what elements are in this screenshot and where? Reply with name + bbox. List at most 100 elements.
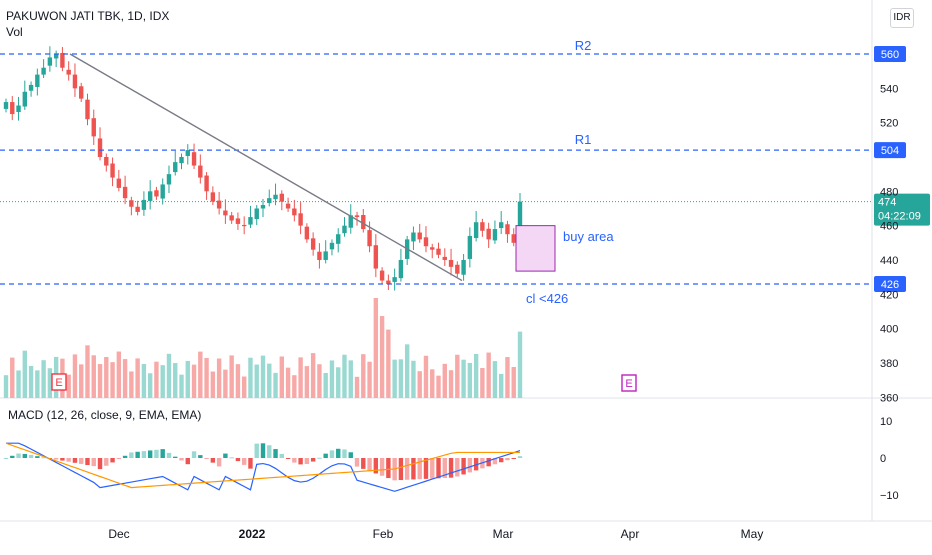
time-axis-label: May (741, 527, 764, 541)
volume-bar (511, 367, 516, 398)
candle-body (448, 259, 454, 267)
level-badge-text: 560 (881, 49, 899, 61)
macd-histogram-bar (129, 452, 134, 458)
macd-histogram-bar (260, 443, 266, 458)
candle-body (517, 201, 523, 241)
volume-bar (223, 369, 228, 398)
candle-body (492, 229, 498, 241)
macd-histogram-bar (461, 458, 466, 475)
candle-body (47, 57, 53, 66)
candle-body (379, 270, 385, 281)
macd-tick-label: −10 (880, 490, 899, 502)
price-tick-label: 540 (880, 83, 898, 95)
annotation-r2: R2 (575, 38, 592, 53)
macd-histogram-bar (210, 458, 216, 463)
candle-body (141, 199, 147, 210)
time-axis-label: Feb (373, 527, 394, 541)
candle-body (160, 184, 165, 199)
candle-body (392, 277, 397, 282)
macd-histogram-bar (122, 455, 128, 458)
candle-body (154, 190, 159, 197)
volume-bar (430, 369, 435, 398)
macd-histogram-bar (398, 458, 404, 481)
volume-bar (398, 359, 404, 398)
volume-bar (404, 344, 410, 398)
macd-histogram-bar (91, 458, 96, 467)
volume-bar (210, 371, 216, 398)
candle-body (279, 193, 285, 202)
macd-histogram-bar (336, 448, 341, 458)
candle-body (66, 69, 71, 75)
trendline (69, 53, 463, 282)
volume-bar (47, 368, 53, 398)
price-tick-label: 380 (880, 358, 898, 370)
volume-bar (72, 354, 78, 398)
candle-body (473, 222, 479, 238)
currency-button[interactable]: IDR (890, 8, 914, 28)
candle-body (298, 213, 303, 226)
macd-histogram-bar (60, 458, 65, 461)
price-tick-label: 440 (880, 255, 898, 267)
volume-bar (135, 358, 140, 398)
candle-body (10, 102, 15, 115)
macd-histogram-bar (160, 449, 165, 458)
candle-body (185, 150, 190, 156)
candle-body (147, 191, 153, 201)
macd-histogram-bar (235, 458, 241, 462)
macd-histogram-bar (41, 457, 46, 459)
volume-bar (292, 375, 297, 398)
level-badge-bg (874, 142, 906, 159)
price-tick-label: 420 (880, 289, 898, 301)
volume-bar (122, 359, 128, 398)
volume-bar (235, 364, 241, 398)
volume-bar (505, 357, 510, 398)
volume-bar (436, 375, 441, 398)
volume-bar (28, 365, 34, 398)
time-axis-label: Apr (621, 527, 640, 541)
macd-histogram-bar (492, 458, 498, 465)
candle-body (430, 247, 435, 250)
macd-histogram-bar (173, 456, 178, 458)
candle-body (60, 52, 65, 68)
annotation-cut-loss: cl <426 (526, 291, 568, 306)
price-tick-label: 520 (880, 118, 898, 130)
level-badge-bg (874, 276, 906, 292)
annotation-buy-area: buy area (563, 229, 614, 244)
volume-bar (304, 366, 310, 398)
level-badge-text: 426 (881, 279, 899, 291)
candle-body (267, 198, 272, 203)
time-axis-label: Dec (108, 527, 129, 541)
volume-bar (173, 363, 178, 398)
volume-bar (229, 355, 234, 398)
macd-histogram-bar (517, 456, 523, 458)
volume-bar (329, 360, 335, 398)
price-tick-label: 460 (880, 221, 898, 233)
volume-bar (279, 356, 285, 398)
candle-body (179, 156, 184, 164)
candle-body (191, 152, 197, 166)
macd-histogram-bar (298, 458, 303, 465)
volume-bar (373, 298, 379, 398)
macd-histogram-bar (285, 458, 291, 459)
volume-bar (241, 376, 247, 398)
volume-bar (154, 361, 159, 398)
chart-header: PAKUWON JATI TBK, 1D, IDX Vol (6, 8, 169, 40)
macd-histogram-bar (10, 455, 15, 458)
volume-bar (417, 371, 422, 398)
candle-body (122, 186, 128, 199)
macd-histogram-bar (216, 458, 222, 467)
macd-histogram-bar (248, 458, 253, 469)
candle-body (254, 208, 259, 220)
buy-area-box (515, 225, 556, 272)
candle-body (235, 218, 241, 224)
candle-body (292, 208, 297, 216)
macd-histogram-bar (379, 458, 385, 476)
candle-body (72, 74, 78, 89)
volume-bar (147, 373, 153, 398)
candle-body (310, 238, 316, 250)
volume-bar (473, 353, 479, 398)
volume-bar (85, 345, 90, 398)
candle-body (273, 194, 278, 200)
macd-histogram-bar (436, 458, 441, 479)
